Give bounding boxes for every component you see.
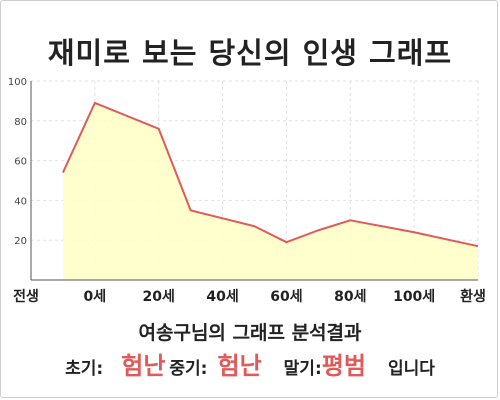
middle-value: 험난 [217, 352, 262, 380]
y-tick-label: 60 [14, 157, 27, 168]
y-tick-label: 20 [14, 236, 27, 247]
series-line [62, 101, 479, 248]
x-tick-label: 0세 [84, 289, 107, 305]
early-value: 험난 [121, 352, 166, 380]
y-tick-label: 100 [8, 77, 27, 88]
x-tick-label: 20세 [143, 289, 175, 305]
analysis-result: 초기: 험난 중기: 험난 말기: 평범 입니다 [0, 346, 500, 382]
series-area-fill [62, 102, 479, 280]
x-tick-label: 80세 [334, 289, 366, 305]
late-value: 평범 [321, 352, 366, 380]
x-tick-label: 40세 [206, 289, 238, 305]
middle-label: 중기: [169, 359, 208, 379]
y-tick-label: 40 [14, 196, 27, 207]
x-tick-label: 60세 [270, 289, 302, 305]
late-label: 말기: [283, 359, 322, 379]
x-tick-label: 전생 [13, 288, 39, 305]
early-label: 초기: [65, 359, 104, 379]
y-tick-label: 80 [14, 117, 27, 128]
x-tick-label: 100세 [393, 289, 435, 305]
suffix-text: 입니다 [387, 359, 435, 379]
chart-title: 재미로 보는 당신의 인생 그래프 [47, 36, 453, 70]
x-tick-label: 환생 [460, 288, 486, 305]
analysis-heading: 여송구님의 그래프 분석결과 [138, 322, 362, 344]
